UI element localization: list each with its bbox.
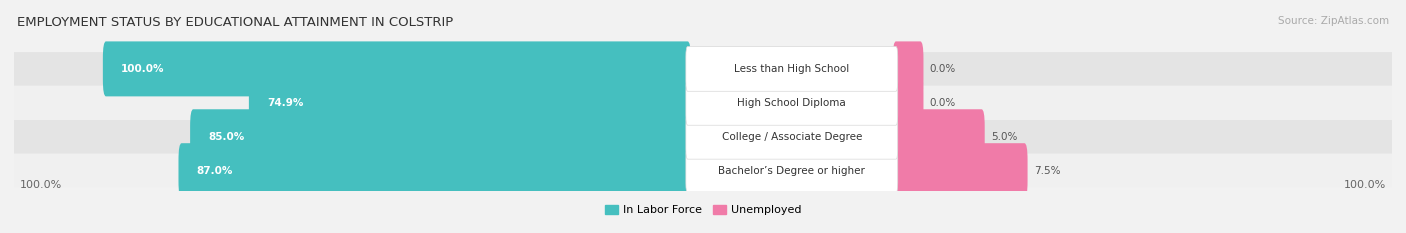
FancyBboxPatch shape (179, 143, 690, 198)
Text: EMPLOYMENT STATUS BY EDUCATIONAL ATTAINMENT IN COLSTRIP: EMPLOYMENT STATUS BY EDUCATIONAL ATTAINM… (17, 16, 453, 29)
FancyBboxPatch shape (249, 75, 690, 130)
FancyBboxPatch shape (14, 86, 1392, 120)
FancyBboxPatch shape (893, 75, 924, 130)
FancyBboxPatch shape (14, 52, 1392, 86)
Text: Less than High School: Less than High School (734, 64, 849, 74)
Text: High School Diploma: High School Diploma (737, 98, 846, 108)
FancyBboxPatch shape (893, 41, 924, 96)
Text: 5.0%: 5.0% (991, 132, 1017, 142)
FancyBboxPatch shape (103, 41, 690, 96)
FancyBboxPatch shape (14, 154, 1392, 188)
Text: 100.0%: 100.0% (20, 180, 62, 190)
Text: 0.0%: 0.0% (929, 98, 956, 108)
FancyBboxPatch shape (190, 109, 690, 164)
FancyBboxPatch shape (686, 47, 898, 91)
Legend: In Labor Force, Unemployed: In Labor Force, Unemployed (600, 201, 806, 220)
FancyBboxPatch shape (686, 114, 898, 159)
Text: 0.0%: 0.0% (929, 64, 956, 74)
Text: 7.5%: 7.5% (1033, 166, 1060, 176)
FancyBboxPatch shape (686, 148, 898, 193)
Text: 100.0%: 100.0% (121, 64, 165, 74)
Text: Bachelor’s Degree or higher: Bachelor’s Degree or higher (718, 166, 865, 176)
Text: Source: ZipAtlas.com: Source: ZipAtlas.com (1278, 16, 1389, 26)
Text: 100.0%: 100.0% (1344, 180, 1386, 190)
FancyBboxPatch shape (14, 120, 1392, 154)
FancyBboxPatch shape (893, 109, 984, 164)
FancyBboxPatch shape (893, 143, 1028, 198)
Text: 74.9%: 74.9% (267, 98, 304, 108)
Text: College / Associate Degree: College / Associate Degree (721, 132, 862, 142)
Text: 85.0%: 85.0% (208, 132, 245, 142)
Text: 87.0%: 87.0% (197, 166, 233, 176)
FancyBboxPatch shape (686, 80, 898, 125)
